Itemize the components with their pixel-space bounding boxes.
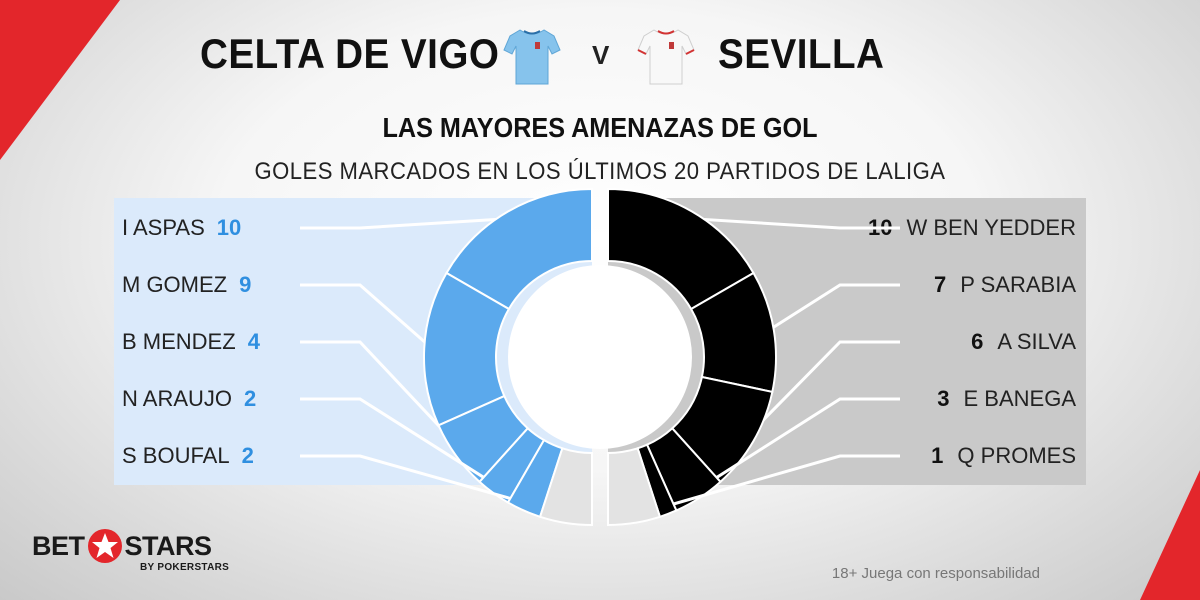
connector-line [300,340,464,453]
player-name: N ARAUJO [122,386,233,411]
light-blue-shirt-icon [503,29,561,85]
connector-line [694,397,900,493]
home-player-row: N ARAUJO 2 [122,374,256,424]
chart-title: LAS MAYORES AMENAZAS DE GOL [382,112,818,143]
away-player-row: 3 E BANEGA [937,374,1076,424]
player-goals: 1 [931,443,944,468]
away-player-row: 7 P SARABIA [934,260,1076,310]
chart-subtitle: GOLES MARCADOS EN LOS ÚLTIMOS 20 PARTIDO… [254,158,946,185]
connector-line [300,216,513,230]
player-name: W BEN YEDDER [906,215,1076,240]
home-player-row: I ASPAS 10 [122,203,241,253]
connector-line [300,397,499,488]
player-name: M GOMEZ [122,272,228,297]
connector-line [664,454,900,508]
home-player-row: M GOMEZ 9 [122,260,251,310]
player-goals: 3 [937,386,950,411]
logo-word-stars: STARS [124,530,213,561]
player-goals: 7 [933,272,947,297]
player-goals: 2 [244,386,257,411]
home-team-name: CELTA DE VIGO [200,30,500,77]
red-corner-top-left [0,0,120,160]
away-other-slice [607,447,662,527]
away-player-row: 1 Q PROMES [931,431,1076,481]
player-name: Q PROMES [957,443,1076,468]
home-player-row: B MENDEZ 4 [122,317,260,367]
player-name: I ASPAS [122,215,205,240]
betstars-logo: BET STARS [32,528,212,564]
connector-line [765,283,900,334]
connector-line [745,340,900,439]
player-name: B MENDEZ [122,329,236,354]
home-player-row: S BOUFAL 2 [122,431,254,481]
logo-word-bet: BET [32,530,85,561]
player-name: A SILVA [997,329,1076,354]
player-name: P SARABIA [960,272,1076,297]
player-goals: 2 [241,443,254,468]
versus-label: V [592,40,610,70]
player-goals: 10 [216,215,242,240]
player-goals: 4 [247,329,260,354]
white-shirt-icon [637,29,695,85]
red-corner-bottom-right [1140,470,1200,600]
star-logo-icon [87,529,122,563]
responsible-gambling-disclaimer: 18+ Juega con responsabilidad [831,565,1040,582]
player-name: S BOUFAL [122,443,230,468]
connector-line [687,216,900,230]
connector-line [300,454,528,505]
player-name: E BANEGA [963,386,1076,411]
away-team-name: SEVILLA [718,30,885,77]
away-player-row: 6 A SILVA [971,317,1076,367]
logo-subtitle: BY POKERSTARS [140,562,230,573]
connector-line [300,283,434,350]
player-goals: 6 [971,329,984,354]
donut-center [508,265,692,449]
player-goals: 9 [239,272,252,297]
home-other-slice [538,447,593,527]
